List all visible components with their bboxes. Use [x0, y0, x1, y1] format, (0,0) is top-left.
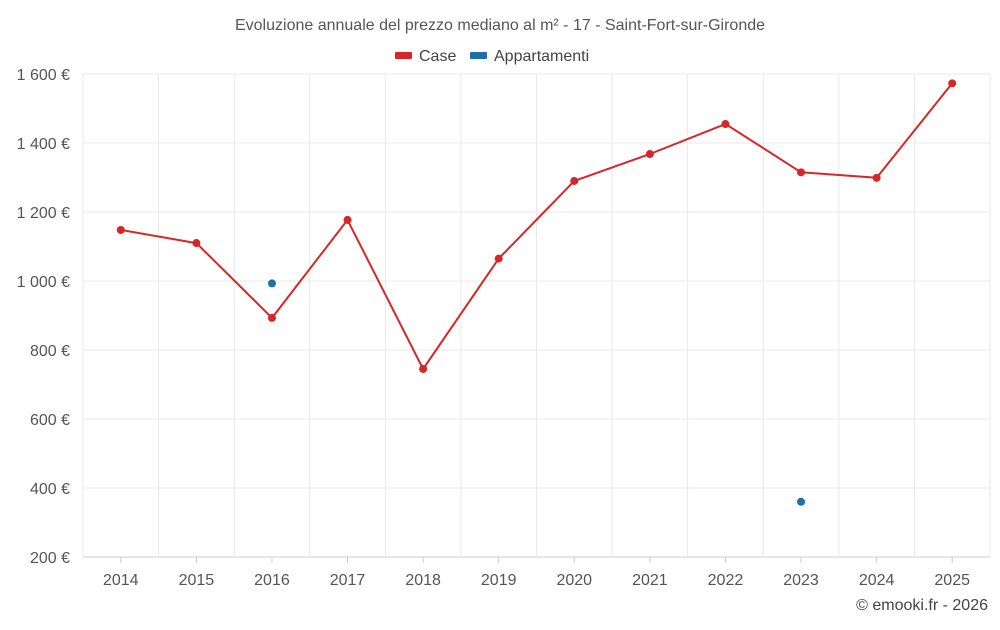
x-tick-label: 2023: [783, 572, 819, 589]
data-point-case[interactable]: [872, 173, 881, 182]
legend-swatch-appartamenti: [470, 52, 487, 59]
x-tick-label: 2018: [405, 572, 441, 589]
x-tick-label: 2024: [859, 572, 895, 589]
x-tick-label: 2021: [632, 572, 668, 589]
x-tick-label: 2017: [330, 572, 366, 589]
credit-text: © emooki.fr - 2026: [856, 597, 988, 614]
x-tick-label: 2022: [708, 572, 744, 589]
grid-layer: [82, 73, 991, 558]
data-point-case[interactable]: [343, 215, 352, 224]
data-point-case[interactable]: [570, 176, 579, 185]
data-point-case[interactable]: [797, 168, 806, 177]
data-point-case[interactable]: [948, 79, 957, 88]
y-tick-label: 200 €: [30, 550, 70, 567]
data-point-appartamenti[interactable]: [797, 497, 806, 506]
x-tick-label: 2019: [481, 572, 517, 589]
data-point-case[interactable]: [267, 313, 276, 322]
y-tick-label: 600 €: [30, 412, 70, 429]
x-tick-label: 2015: [179, 572, 215, 589]
y-tick-label: 1 600 €: [17, 67, 70, 84]
data-point-case[interactable]: [721, 120, 730, 129]
x-tick-label: 2014: [103, 572, 139, 589]
chart-title: Evoluzione annuale del prezzo mediano al…: [235, 17, 765, 34]
legend-label-appartamenti: Appartamenti: [494, 48, 589, 65]
legend-item-appartamenti[interactable]: Appartamenti: [470, 48, 589, 65]
y-tick-label: 800 €: [30, 343, 70, 360]
x-axis: 2014 2015 2016 2017 2018 2019 2020 2021 2022 2023…: [103, 557, 970, 589]
data-point-case[interactable]: [192, 239, 201, 248]
y-tick-label: 1 400 €: [17, 136, 70, 153]
data-point-case[interactable]: [494, 254, 503, 263]
x-tick-label: 2020: [556, 572, 592, 589]
data-point-appartamenti[interactable]: [267, 279, 276, 288]
series-line-case: [120, 82, 953, 370]
x-tick-label: 2016: [254, 572, 290, 589]
legend-label-case: Case: [419, 48, 456, 65]
y-tick-label: 1 000 €: [17, 274, 70, 291]
legend-item-case[interactable]: Case: [395, 48, 456, 65]
y-tick-label: 1 200 €: [17, 205, 70, 222]
series-layer: [116, 79, 957, 506]
data-point-case[interactable]: [645, 150, 654, 159]
x-tick-label: 2025: [934, 572, 970, 589]
legend-swatch-case: [395, 52, 412, 59]
data-point-case[interactable]: [116, 225, 125, 234]
y-axis: 200 € 400 € 600 € 800 € 1 000 € 1 200 € 1 400 …: [17, 67, 70, 567]
data-point-case[interactable]: [419, 364, 428, 373]
y-tick-label: 400 €: [30, 481, 70, 498]
legend: Case Appartamenti: [395, 48, 589, 65]
